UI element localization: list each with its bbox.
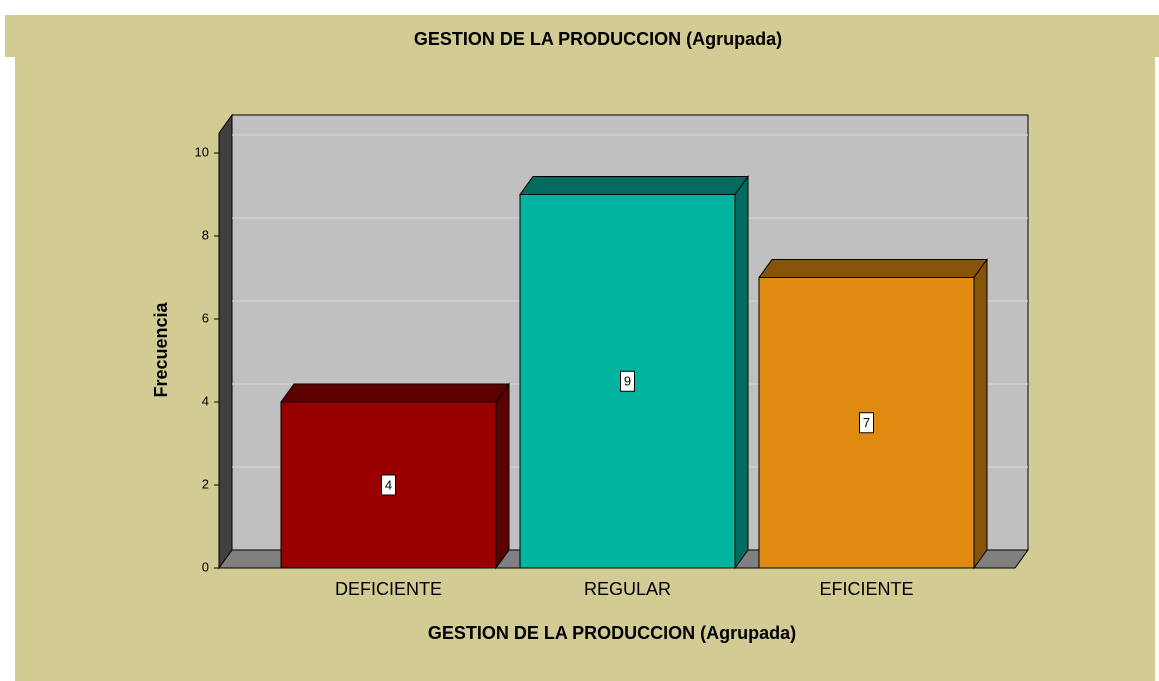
chart-title: GESTION DE LA PRODUCCION (Agrupada) — [414, 29, 782, 49]
value-label: 4 — [385, 477, 392, 492]
side-wall — [218, 113, 233, 570]
value-label: 7 — [863, 415, 870, 430]
header-band — [5, 15, 1159, 57]
bar-top — [280, 383, 510, 403]
y-tick-label: 8 — [202, 227, 209, 242]
y-axis-title: Frecuencia — [151, 301, 171, 397]
value-label-box — [859, 412, 874, 434]
y-tick-label: 10 — [195, 144, 209, 159]
bar-top — [519, 176, 749, 195]
bar-side — [734, 174, 749, 570]
y-tick-label: 6 — [202, 310, 209, 325]
x-tick-label: DEFICIENTE — [335, 579, 442, 599]
bar-side — [973, 257, 988, 570]
y-tick-label: 0 — [202, 559, 209, 574]
y-tick-label: 2 — [202, 476, 209, 491]
value-label: 9 — [624, 374, 631, 389]
y-tick-label: 4 — [202, 393, 209, 408]
x-tick-label: REGULAR — [584, 579, 671, 599]
x-axis-title: GESTION DE LA PRODUCCION (Agrupada) — [428, 623, 796, 643]
value-label-box — [381, 474, 396, 496]
bar-side — [495, 382, 510, 570]
bar-top — [758, 259, 988, 278]
x-tick-label: EFICIENTE — [819, 579, 913, 599]
value-label-box — [620, 370, 635, 392]
